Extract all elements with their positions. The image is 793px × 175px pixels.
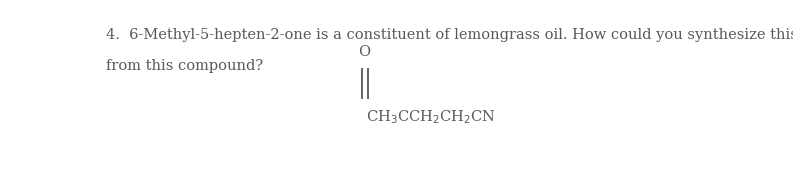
Text: CH$_3$CCH$_2$CH$_2$CN: CH$_3$CCH$_2$CH$_2$CN: [366, 108, 496, 126]
Text: from this compound?: from this compound?: [106, 59, 263, 73]
Text: 4.  6-Methyl-5-hepten-2-one is a constituent of lemongrass oil. How could you sy: 4. 6-Methyl-5-hepten-2-one is a constitu…: [106, 28, 793, 42]
Text: O: O: [358, 45, 370, 59]
